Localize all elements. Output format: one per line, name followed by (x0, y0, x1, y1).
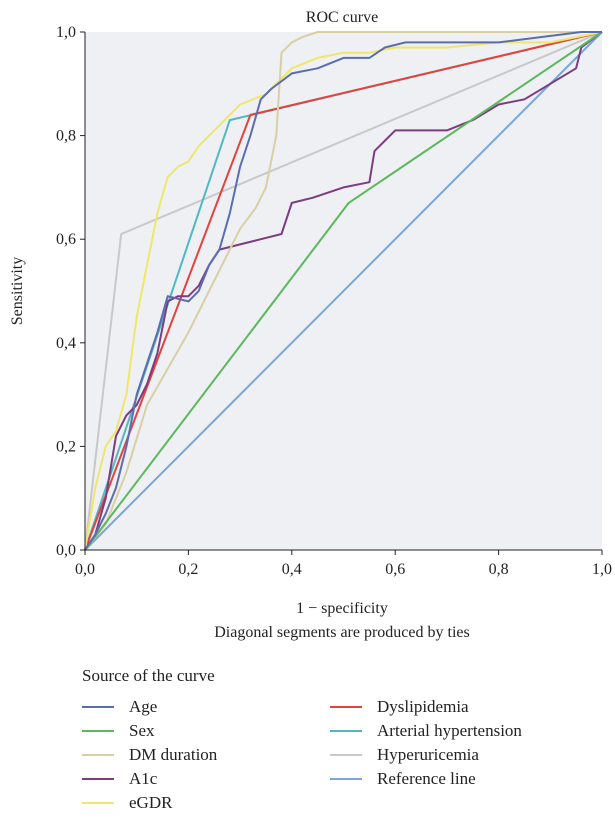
x-tick-label: 0,4 (282, 561, 302, 578)
legend-swatch (82, 754, 114, 756)
y-tick-label: 0,2 (56, 438, 76, 455)
legend-label: Sex (129, 721, 155, 740)
x-tick-label: 0,2 (178, 561, 198, 578)
axis-layer: 0,0 0,2 0,4 0,6 0,8 1,0 0,0 0,2 0,4 0,6 0,8 1,0 (56, 24, 612, 578)
y-tick-label: 0,6 (56, 231, 76, 248)
legend-label: Arterial hypertension (377, 721, 522, 740)
roc-chart: ROC curve 0,0 0,2 0,4 0,6 0,8 1,0 0,0 0,2 0,4 0,6… (9, 9, 612, 641)
y-tick-label: 1,0 (56, 24, 76, 41)
legend-item: Sex (82, 720, 155, 742)
legend-item: Hyperuricemia (330, 744, 479, 766)
x-tick-label: 0,0 (75, 561, 95, 578)
x-tick-label: 1,0 (592, 561, 612, 578)
legend-item: A1c (82, 768, 157, 790)
legend-item: Dyslipidemia (330, 696, 469, 718)
legend-swatch (82, 730, 114, 732)
legend-swatch (330, 754, 362, 756)
legend-item: DM duration (82, 744, 217, 766)
legend-item: Age (82, 696, 157, 718)
legend-label: eGDR (129, 793, 173, 812)
series-line-reference-line (84, 31, 603, 551)
x-tick-label: 0,8 (489, 561, 509, 578)
x-axis-sublabel: Diagonal segments are produced by ties (214, 624, 469, 641)
chart-title: ROC curve (306, 9, 378, 26)
series-line-dm-duration (84, 31, 602, 551)
legend-title: Source of the curve (82, 666, 215, 685)
legend-label: Dyslipidemia (377, 697, 469, 716)
legend-swatch (82, 802, 114, 804)
series-line-sex (84, 31, 603, 551)
y-tick-label: 0,0 (56, 542, 76, 559)
legend-swatch (330, 778, 362, 780)
legend-item: Arterial hypertension (330, 720, 522, 742)
series-line-a1c (84, 31, 603, 551)
legend-swatch (82, 706, 114, 708)
series-line-egdr (84, 31, 603, 551)
y-tick-label: 0,4 (56, 335, 76, 352)
legend-item: Reference line (330, 768, 476, 790)
y-axis-label: Sensitivity (9, 257, 26, 325)
x-axis-label: 1 − specificity (296, 600, 388, 617)
series-line-dyslipidemia (84, 31, 603, 551)
y-tick-label: 0,8 (56, 128, 76, 145)
legend-label: DM duration (129, 745, 218, 764)
series-line-hyperuricemia (84, 31, 603, 551)
legend-label: Age (129, 697, 158, 716)
series-line-age (84, 31, 602, 551)
x-tick-label: 0,6 (385, 561, 405, 578)
legend-swatch (82, 778, 114, 780)
legend-label: Hyperuricemia (377, 745, 479, 764)
series-layer (84, 31, 603, 551)
legend-swatch (330, 730, 362, 732)
legend-swatch (330, 706, 362, 708)
legend-label: Reference line (377, 769, 476, 788)
legend-item: eGDR (82, 792, 172, 814)
legend-label: A1c (129, 769, 158, 788)
